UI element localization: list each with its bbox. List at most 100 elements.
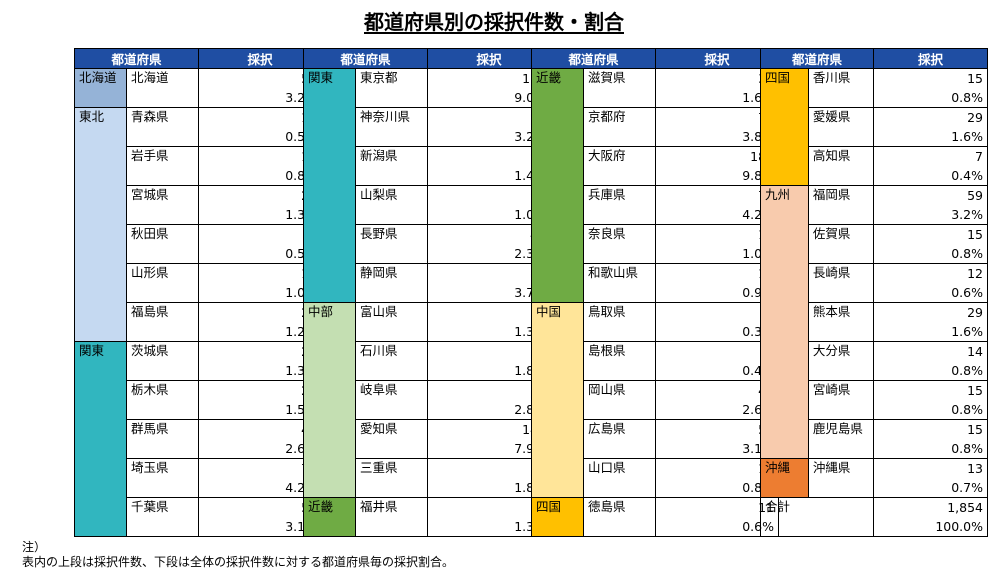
adoption-share: 2.8%: [514, 402, 546, 417]
table-row: 愛知県147 7.9%: [304, 419, 551, 459]
adoption-share: 7.9%: [514, 441, 546, 456]
table-row: 熊本県 29 1.6%: [761, 302, 988, 342]
adoption-count: 69: [432, 264, 546, 283]
table-row: 岐阜県51 2.8%: [304, 380, 551, 420]
adoption-share: 3.1%: [742, 441, 774, 456]
prefecture-name: 宮城県: [126, 185, 199, 225]
adoption-count: 9: [203, 225, 317, 244]
value-cell: 29 1.6%: [873, 107, 988, 147]
prefecture-name: 長野県: [355, 224, 428, 264]
adoption-share: 0.3%: [742, 324, 774, 339]
adoption-count: 29: [967, 305, 983, 320]
adoption-share: 1.4%: [514, 168, 546, 183]
adoption-share: 3.1%: [285, 519, 317, 534]
prefecture-name: 茨城県: [126, 341, 199, 381]
adoption-share: 0.8%: [951, 246, 983, 261]
adoption-share: 1.3%: [514, 324, 546, 339]
value-cell: 14 0.8%: [873, 341, 988, 381]
total-count: 1,854: [947, 500, 983, 515]
adoption-count: 59: [432, 108, 546, 127]
adoption-share: 0.4%: [951, 168, 983, 183]
prefecture-name: 石川県: [355, 341, 428, 381]
adoption-share: 4.2%: [742, 207, 774, 222]
adoption-count: 15: [967, 422, 983, 437]
prefecture-name: 愛媛県: [807, 107, 875, 147]
adoption-share: 0.8%: [951, 441, 983, 456]
value-cell: 59 3.2%: [873, 185, 988, 225]
prefecture-name: 東京都: [355, 68, 428, 108]
prefecture-name: 福井県: [355, 497, 428, 537]
prefecture-name: 青森県: [126, 107, 199, 147]
prefecture-name: 岩手県: [126, 146, 199, 186]
table-row: 高知県 7 0.4%: [761, 146, 988, 186]
table-row: 近畿福井県25 1.3%: [303, 497, 551, 537]
footnote: 注） 表内の上段は採択件数、下段は全体の採択件数に対する都道府県毎の採択割合。: [22, 540, 454, 570]
table-row: 東北青森県10 0.5%: [74, 107, 322, 342]
value-cell: 147 7.9%: [427, 419, 551, 459]
adoption-share: 0.8%: [951, 402, 983, 417]
adoption-share: 0.8%: [742, 480, 774, 495]
table-row: 兵庫県77 4.2%: [532, 185, 779, 225]
adoption-count: 33: [432, 459, 546, 478]
prefecture-name: 新潟県: [355, 146, 428, 186]
adoption-count: 15: [203, 147, 317, 166]
header-count: 採択: [655, 48, 779, 69]
adoption-share: 0.9%: [742, 285, 774, 300]
prefecture-name: 秋田県: [126, 224, 199, 264]
adoption-share: 0.5%: [285, 246, 317, 261]
adoption-count: 34: [432, 342, 546, 361]
adoption-count: 15: [967, 71, 983, 86]
table-row: 近畿滋賀県30 1.6%: [531, 68, 779, 303]
adoption-share: 1.3%: [285, 207, 317, 222]
prefecture-name: 神奈川県: [355, 107, 428, 147]
header-count: 採択: [427, 48, 551, 69]
region-cell: 近畿: [303, 497, 356, 537]
region-cell: 近畿: [531, 68, 584, 303]
table-row: 大分県 14 0.8%: [761, 341, 988, 381]
prefecture-name: 愛知県: [355, 419, 428, 459]
prefecture-name: 山梨県: [355, 185, 428, 225]
adoption-count: 15: [967, 227, 983, 242]
adoption-count: 25: [432, 498, 546, 517]
adoption-count: 23: [203, 303, 317, 322]
adoption-count: 19: [660, 225, 774, 244]
adoption-share: 3.8%: [742, 129, 774, 144]
value-cell: 7 0.4%: [873, 146, 988, 186]
adoption-share: 0.5%: [285, 129, 317, 144]
prefecture-name: 長崎県: [807, 263, 875, 303]
region-cell: 九州: [760, 185, 809, 459]
region-cell: 関東: [74, 341, 127, 537]
adoption-share: 3.7%: [514, 285, 546, 300]
adoption-share: 0.6%: [742, 519, 774, 534]
value-cell: 12 0.6%: [873, 263, 988, 303]
header-prefecture: 都道府県: [531, 48, 656, 69]
adoption-count: 28: [203, 381, 317, 400]
adoption-count: 57: [660, 420, 774, 439]
value-cell: 24 1.3%: [198, 341, 322, 381]
header-prefecture: 都道府県: [760, 48, 874, 69]
adoption-count: 14: [967, 344, 983, 359]
adoption-share: 1.6%: [951, 324, 983, 339]
table-row: 北海道北海道593.2%: [74, 68, 322, 108]
adoption-count: 19: [203, 264, 317, 283]
adoption-count: 30: [660, 69, 774, 88]
prefecture-name: 岐阜県: [355, 380, 428, 420]
adoption-share: 0.4%: [742, 363, 774, 378]
value-cell: 13 0.7%: [873, 458, 988, 498]
prefecture-name: 沖縄県: [807, 458, 875, 498]
prefecture-name: 滋賀県: [583, 68, 656, 108]
adoption-share: 1.5%: [285, 402, 317, 417]
prefecture-name: 鹿児島県: [807, 419, 875, 459]
value-cell: 15 0.8%: [873, 419, 988, 459]
table-row: 埼玉県77 4.2%: [75, 458, 322, 498]
adoption-share: 1.6%: [951, 129, 983, 144]
prefecture-name: 奈良県: [583, 224, 656, 264]
table-header-row: 都道府県 採択: [74, 48, 322, 69]
prefecture-name: 島根県: [583, 341, 656, 381]
adoption-share: 1.3%: [285, 363, 317, 378]
header-prefecture: 都道府県: [74, 48, 199, 69]
adoption-count: 182: [660, 147, 774, 166]
adoption-share: 0.6%: [951, 285, 983, 300]
value-cell: 15 0.8%: [873, 224, 988, 264]
table-row: 岡山県49 2.6%: [532, 380, 779, 420]
